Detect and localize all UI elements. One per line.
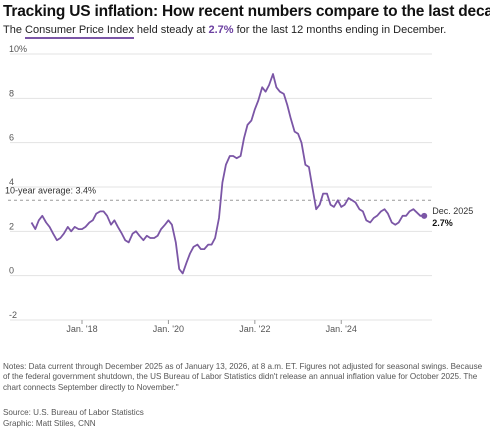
y-tick-label-6: 6 [9,133,14,143]
chart-subtitle: The Consumer Price Index held steady at … [3,24,447,39]
subtitle-mid: held steady at [133,24,209,36]
end-point-dot [421,212,428,219]
x-tick-label-2024: Jan. '24 [326,324,357,334]
y-tick-label--2: -2 [9,310,17,320]
series-group [30,73,425,275]
y-tick-label-2: 2 [9,221,14,231]
end-label-group: Dec. 2025 2.7% [421,206,473,228]
reference-line-label: 10-year average: 3.4% [5,185,96,195]
chart-source: Source: U.S. Bureau of Labor Statistics [3,408,144,417]
subtitle-cpi-underlined: Consumer Price Index [25,24,134,39]
subtitle-suffix: for the last 12 months ending in Decembe… [233,24,447,36]
end-label-value: 2.7% [432,218,453,228]
chart-notes: Notes: Data current through December 202… [3,362,483,392]
subtitle-prefix: The [3,24,26,36]
chart-title: Tracking US inflation: How recent number… [3,3,490,20]
y-tick-label-10: 10% [9,44,27,54]
x-axis-ticks: Jan. '18 Jan. '20 Jan. '22 Jan. '24 [66,320,357,334]
y-tick-label-8: 8 [9,88,14,98]
cpi-line [30,73,425,275]
y-axis-ticks: -2 0 2 4 6 8 10% [9,44,27,320]
subtitle-value: 2.7% [208,24,234,36]
x-tick-label-2018: Jan. '18 [66,324,97,334]
y-tick-label-4: 4 [9,177,14,187]
y-tick-label-0: 0 [9,266,14,276]
gridlines [10,53,432,321]
x-tick-label-2022: Jan. '22 [239,324,270,334]
chart-credit: Graphic: Matt Stiles, CNN [3,419,96,428]
reference-line-group: 10-year average: 3.4% [5,185,432,201]
x-tick-label-2020: Jan. '20 [153,324,184,334]
end-label-date: Dec. 2025 [432,206,473,216]
